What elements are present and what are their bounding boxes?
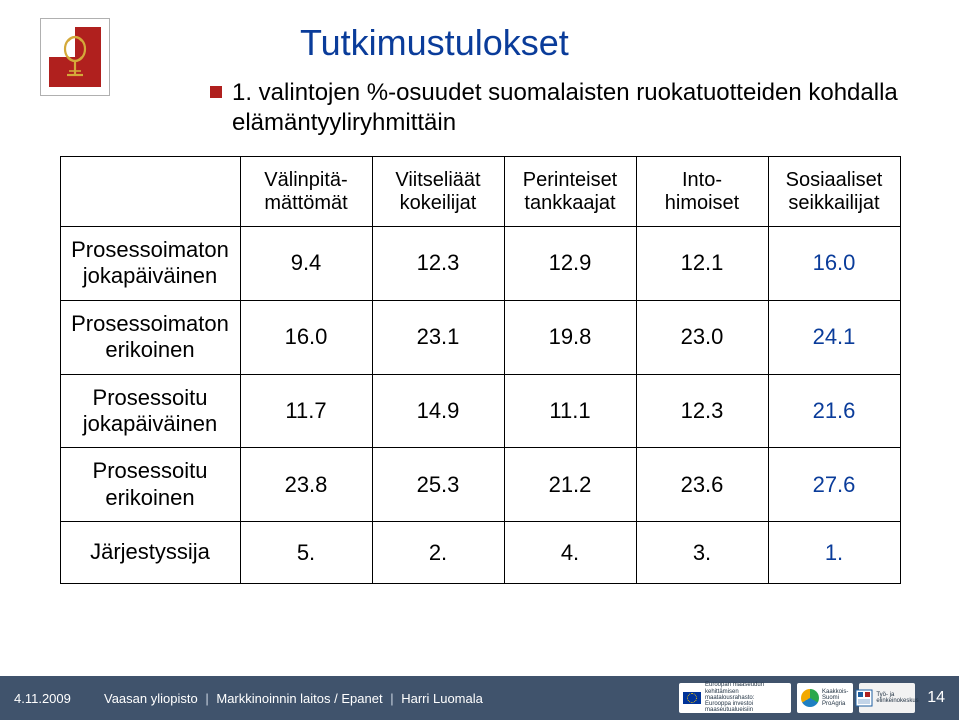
cell: 23.0 xyxy=(636,300,768,374)
cell: 23.8 xyxy=(240,448,372,522)
footer-src-part: Harri Luomala xyxy=(401,691,483,706)
slide: Tutkimustulokset 1. valintojen %-osuudet… xyxy=(0,0,959,720)
footer-source: Vaasan yliopisto | Markkinoinnin laitos … xyxy=(94,691,679,706)
row-label: Prosessoimaton erikoinen xyxy=(60,300,240,374)
cell: 9.4 xyxy=(240,227,372,301)
col-header: Perinteiset tankkaajat xyxy=(504,157,636,227)
footer-src-part: Markkinoinnin laitos / Epanet xyxy=(216,691,382,706)
proagria-logo: Kaakkois-Suomi ProAgria xyxy=(797,683,853,713)
cell: 14.9 xyxy=(372,374,504,448)
col-header: Viitseliäät kokeilijat xyxy=(372,157,504,227)
table-row: Prosessoimaton erikoinen 16.0 23.1 19.8 … xyxy=(60,300,900,374)
data-table: Välinpitä- mättömät Viitseliäät kokeilij… xyxy=(60,156,900,584)
footer-date: 4.11.2009 xyxy=(14,691,94,706)
eu-flag-icon xyxy=(683,692,701,704)
org-logo xyxy=(40,18,110,96)
cell: 16.0 xyxy=(240,300,372,374)
cell-highlight: 24.1 xyxy=(768,300,900,374)
cell: 4. xyxy=(504,522,636,584)
emblem-icon xyxy=(58,35,92,79)
cell: 5. xyxy=(240,522,372,584)
header-blank xyxy=(60,157,240,227)
cell: 23.1 xyxy=(372,300,504,374)
cell: 21.2 xyxy=(504,448,636,522)
cell: 2. xyxy=(372,522,504,584)
col-header: Sosiaaliset seikkailijat xyxy=(768,157,900,227)
col-header: Into- himoiset xyxy=(636,157,768,227)
cell: 25.3 xyxy=(372,448,504,522)
bullet-text: 1. valintojen %-osuudet suomalaisten ruo… xyxy=(232,78,919,138)
table-row: Prosessoitu jokapäiväinen 11.7 14.9 11.1… xyxy=(60,374,900,448)
footer-logos: Euroopan maaseudun kehittämisen maatalou… xyxy=(679,683,915,713)
footer-src-part: Vaasan yliopisto xyxy=(104,691,198,706)
row-label: Prosessoitu erikoinen xyxy=(60,448,240,522)
row-label: Järjestyssija xyxy=(60,522,240,584)
bullet-square-icon xyxy=(210,86,222,98)
cell-highlight: 1. xyxy=(768,522,900,584)
cell: 19.8 xyxy=(504,300,636,374)
te-icon xyxy=(855,689,873,707)
cell-highlight: 16.0 xyxy=(768,227,900,301)
bullet-item: 1. valintojen %-osuudet suomalaisten ruo… xyxy=(210,78,919,138)
circle-icon xyxy=(801,689,819,707)
cell: 11.1 xyxy=(504,374,636,448)
cell: 12.3 xyxy=(372,227,504,301)
cell-highlight: 27.6 xyxy=(768,448,900,522)
cell: 23.6 xyxy=(636,448,768,522)
table-row: Prosessoimaton jokapäiväinen 9.4 12.3 12… xyxy=(60,227,900,301)
te-keskus-logo: Työ- ja elinkeinokeskus xyxy=(859,683,915,713)
cell: 12.1 xyxy=(636,227,768,301)
header-row: Tutkimustulokset 1. valintojen %-osuudet… xyxy=(40,18,919,156)
footer-bar: 4.11.2009 Vaasan yliopisto | Markkinoinn… xyxy=(0,676,959,720)
cell: 3. xyxy=(636,522,768,584)
col-header: Välinpitä- mättömät xyxy=(240,157,372,227)
page-title: Tutkimustulokset xyxy=(300,22,919,64)
eu-fund-logo: Euroopan maaseudun kehittämisen maatalou… xyxy=(679,683,791,713)
row-label: Prosessoitu jokapäiväinen xyxy=(60,374,240,448)
cell-highlight: 21.6 xyxy=(768,374,900,448)
table-row: Prosessoitu erikoinen 23.8 25.3 21.2 23.… xyxy=(60,448,900,522)
table-header-row: Välinpitä- mättömät Viitseliäät kokeilij… xyxy=(60,157,900,227)
cell: 11.7 xyxy=(240,374,372,448)
table-row: Järjestyssija 5. 2. 4. 3. 1. xyxy=(60,522,900,584)
page-number: 14 xyxy=(915,689,945,707)
cell: 12.3 xyxy=(636,374,768,448)
cell: 12.9 xyxy=(504,227,636,301)
row-label: Prosessoimaton jokapäiväinen xyxy=(60,227,240,301)
